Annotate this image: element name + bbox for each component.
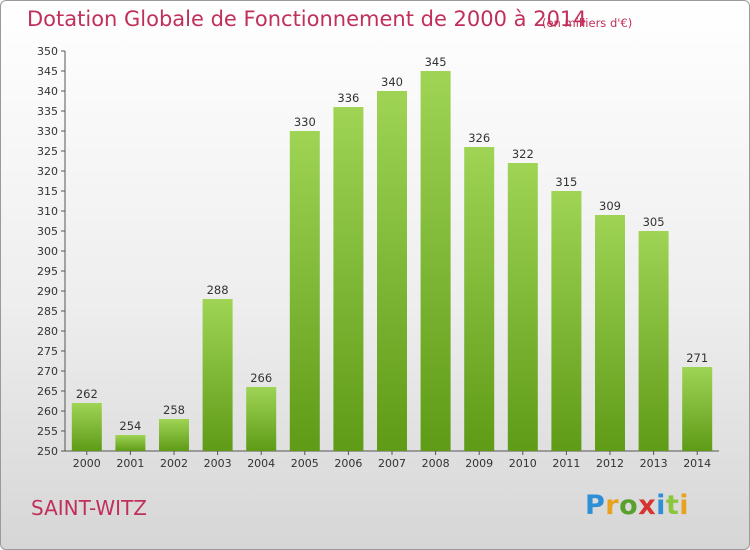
y-tick-label: 345: [37, 65, 58, 78]
y-tick-label: 250: [37, 445, 58, 458]
y-tick-label: 280: [37, 325, 58, 338]
bar-value-label: 258: [163, 403, 185, 417]
x-tick-label: 2005: [291, 457, 319, 470]
x-axis: 2000 2001 2002 2003 2004 2005 2006 2007 2008 2009…: [65, 450, 719, 470]
logo-letter: o: [619, 490, 639, 521]
unit-label: (en milliers d'€): [542, 16, 633, 30]
bar: [289, 131, 320, 451]
bar: [333, 107, 364, 451]
bar: [638, 231, 669, 451]
x-tick-label: 2002: [160, 457, 188, 470]
bar-value-label: 262: [76, 387, 98, 401]
y-tick-label: 310: [37, 205, 58, 218]
y-tick-label: 255: [37, 425, 58, 438]
y-tick-label: 315: [37, 185, 58, 198]
y-tick-label: 340: [37, 85, 58, 98]
y-tick-label: 325: [37, 145, 58, 158]
x-tick-label: 2014: [683, 457, 711, 470]
x-tick-label: 2001: [116, 457, 144, 470]
y-tick-label: 300: [37, 245, 58, 258]
y-tick-label: 285: [37, 305, 58, 318]
bar: [507, 163, 538, 451]
bar: [595, 215, 625, 451]
x-tick-label: 2010: [509, 457, 537, 470]
x-tick-label: 2003: [204, 457, 232, 470]
bar-value-label: 336: [337, 91, 359, 105]
y-tick-label: 270: [37, 365, 58, 378]
x-tick-label: 2006: [334, 457, 362, 470]
x-tick-label: 2011: [552, 457, 580, 470]
y-tick-label: 290: [37, 285, 58, 298]
y-tick-label: 260: [37, 405, 58, 418]
logo-letter: x: [638, 490, 657, 521]
x-tick-label: 2009: [465, 457, 493, 470]
bar: [202, 299, 233, 451]
bar: [159, 419, 189, 451]
bar: [464, 147, 495, 451]
bar: [551, 191, 582, 451]
y-tick-label: 335: [37, 105, 58, 118]
y-tick-label: 350: [37, 45, 58, 58]
logo-letter: i: [679, 490, 690, 521]
bar: [377, 91, 407, 451]
logo-letter: P: [585, 490, 606, 521]
bar: [420, 71, 451, 451]
x-tick-label: 2004: [247, 457, 275, 470]
bar-value-label: 315: [555, 175, 577, 189]
bar-value-label: 340: [381, 75, 403, 89]
bar: [71, 403, 102, 451]
bar-value-label: 288: [207, 283, 229, 297]
commune-name: SAINT-WITZ: [31, 496, 147, 520]
bar: [246, 387, 277, 451]
bar-value-label: 254: [119, 419, 141, 433]
x-tick-label: 2013: [640, 457, 668, 470]
bar-value-label: 271: [686, 351, 708, 365]
bar: [115, 435, 146, 451]
y-tick-label: 295: [37, 265, 58, 278]
bars-group: 262 254 258 288 266 330 336 340 345 326 322 315 309 3…: [71, 55, 713, 451]
proxiti-logo: Proxiti: [585, 490, 689, 521]
logo-letter: t: [665, 490, 680, 521]
y-tick-label: 330: [37, 125, 58, 138]
bar-value-label: 266: [250, 371, 272, 385]
x-tick-label: 2007: [378, 457, 406, 470]
y-tick-label: 320: [37, 165, 58, 178]
y-tick-label: 305: [37, 225, 58, 238]
logo-letter: i: [656, 490, 666, 521]
y-tick-label: 265: [37, 385, 58, 398]
logo-letter: r: [605, 490, 620, 521]
y-tick-label: 275: [37, 345, 58, 358]
bar-value-label: 345: [425, 55, 447, 69]
bar-value-label: 305: [643, 215, 665, 229]
y-axis: 250 255 260 265 270 275 280 285 290 295 300 305 310 3…: [37, 45, 66, 458]
bar-value-label: 309: [599, 199, 621, 213]
x-tick-label: 2012: [596, 457, 624, 470]
x-tick-label: 2000: [73, 457, 101, 470]
chart-title: Dotation Globale de Fonctionnement de 20…: [27, 7, 587, 31]
bar-value-label: 322: [512, 147, 534, 161]
bar: [682, 367, 713, 451]
bar-value-label: 326: [468, 131, 490, 145]
x-tick-label: 2008: [422, 457, 450, 470]
bar-value-label: 330: [294, 115, 316, 129]
